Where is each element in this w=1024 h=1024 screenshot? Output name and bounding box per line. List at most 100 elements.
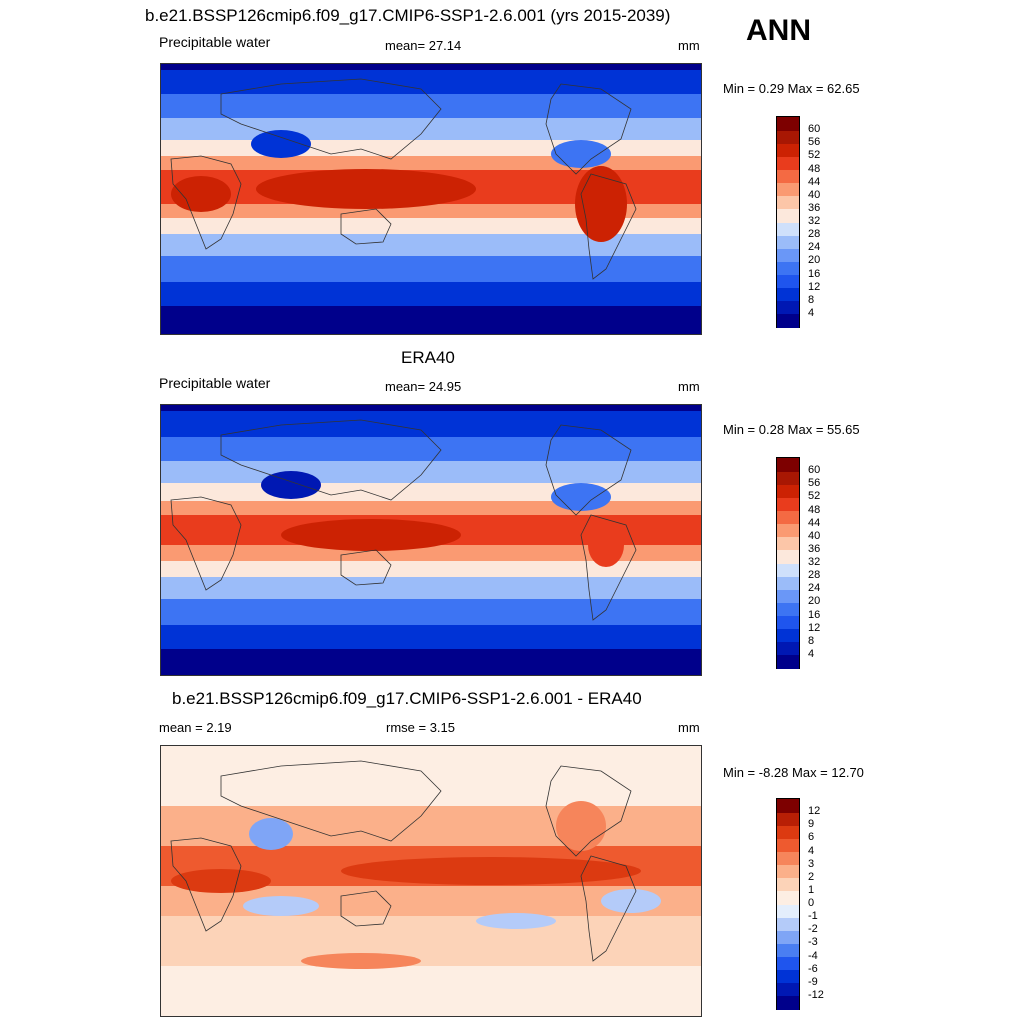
colorbar-tick-label: 4 xyxy=(808,844,815,857)
colorbar-swatch xyxy=(777,182,799,197)
colorbar-tick-label: 40 xyxy=(808,188,821,201)
colorbar-swatch xyxy=(777,510,799,525)
colorbar-tick-label: 60 xyxy=(808,464,821,477)
colorbar-tick-label: 12 xyxy=(808,805,821,818)
colorbar-swatch xyxy=(777,261,799,275)
colorbar-tick-label: 60 xyxy=(808,123,821,136)
colorbar-swatch xyxy=(777,799,799,813)
colorbar-swatch xyxy=(777,864,799,879)
colorbar-tick-label: 40 xyxy=(808,529,821,542)
colorbar-tick-label: -6 xyxy=(808,962,818,975)
colorbar-tick-label: 28 xyxy=(808,569,821,582)
colorbar-swatch xyxy=(777,825,799,839)
colorbar-swatch xyxy=(777,287,799,302)
colorbar-swatch xyxy=(777,458,799,472)
colorbar-swatch xyxy=(777,969,799,984)
colorbar-swatch xyxy=(777,536,799,551)
colorbar-tick-label: 48 xyxy=(808,503,821,516)
colorbar-tick-label: 9 xyxy=(808,818,815,831)
colorbar-tick-label: 2 xyxy=(808,870,815,883)
colorbar-swatch xyxy=(777,130,799,144)
colorbar-swatch xyxy=(777,248,799,262)
colorbar-tick-label: 6 xyxy=(808,831,815,844)
colorbar-swatch xyxy=(777,117,799,131)
colorbar-swatch xyxy=(777,628,799,643)
colorbar-tick-label: 20 xyxy=(808,595,821,608)
colorbar-swatch xyxy=(777,195,799,210)
colorbar-swatch xyxy=(777,549,799,564)
colorbar-swatch xyxy=(777,995,799,1010)
colorbar-tick-label: 24 xyxy=(808,582,821,595)
colorbar-tick-label: 16 xyxy=(808,608,821,621)
colorbar-swatch xyxy=(777,313,799,328)
colorbar-tick-label: 44 xyxy=(808,516,821,529)
panel2-mean-label: mean= 24.95 xyxy=(385,379,462,394)
colorbar-swatch xyxy=(777,235,799,249)
panel2-colorbar xyxy=(776,457,800,669)
colorbar-swatch xyxy=(777,851,799,866)
colorbar-swatch xyxy=(777,300,799,315)
panel1-variable-label: Precipitable water xyxy=(159,34,271,50)
colorbar-swatch xyxy=(777,904,799,918)
colorbar-tick-label: 32 xyxy=(808,556,821,568)
colorbar-swatch xyxy=(777,523,799,538)
panel2-variable-label: Precipitable water xyxy=(159,375,271,391)
colorbar-tick-label: 48 xyxy=(808,162,821,175)
colorbar-tick-label: 8 xyxy=(808,293,815,306)
colorbar-tick-label: -2 xyxy=(808,923,818,936)
colorbar-tick-label: 3 xyxy=(808,857,815,870)
colorbar-tick-label: 32 xyxy=(808,215,821,227)
colorbar-swatch xyxy=(777,654,799,669)
colorbar-tick-label: 1 xyxy=(808,883,815,896)
panel1-mean-label: mean= 27.14 xyxy=(385,38,462,53)
panel3-units-label: mm xyxy=(678,720,700,735)
season-label: ANN xyxy=(746,14,811,47)
colorbar-tick-label: 20 xyxy=(808,254,821,267)
colorbar-tick-label: 4 xyxy=(808,306,815,319)
colorbar-tick-label: 36 xyxy=(808,542,821,555)
main-title: b.e21.BSSP126cmip6.f09_g17.CMIP6-SSP1-2.… xyxy=(145,6,671,25)
panel3-colorbar xyxy=(776,798,800,1010)
colorbar-swatch xyxy=(777,917,799,931)
colorbar-swatch xyxy=(777,484,799,498)
panel2-title: ERA40 xyxy=(401,348,455,367)
colorbar-tick-label: -12 xyxy=(808,988,824,1001)
panel2-units-label: mm xyxy=(678,379,700,394)
colorbar-tick-label: 52 xyxy=(808,149,821,162)
colorbar-tick-label: 56 xyxy=(808,477,821,490)
colorbar-tick-label: -9 xyxy=(808,975,818,988)
panel1-map xyxy=(160,63,702,335)
panel2-range-label: Min = 0.28 Max = 55.65 xyxy=(723,422,860,437)
panel1-colorbar xyxy=(776,116,800,328)
colorbar-swatch xyxy=(777,838,799,852)
colorbar-swatch xyxy=(777,208,799,223)
colorbar-swatch xyxy=(777,943,799,957)
colorbar-tick-label: 36 xyxy=(808,201,821,214)
colorbar-tick-label: 12 xyxy=(808,280,821,293)
panel3-range-label: Min = -8.28 Max = 12.70 xyxy=(723,765,864,780)
colorbar-swatch xyxy=(777,143,799,157)
colorbar-swatch xyxy=(777,602,799,616)
colorbar-tick-label: -4 xyxy=(808,949,818,962)
panel1-range-label: Min = 0.29 Max = 62.65 xyxy=(723,81,860,96)
colorbar-swatch xyxy=(777,930,799,944)
colorbar-swatch xyxy=(777,471,799,485)
colorbar-tick-label: 52 xyxy=(808,490,821,503)
panel3-rmse-label: rmse = 3.15 xyxy=(386,720,456,735)
colorbar-tick-label: 24 xyxy=(808,241,821,254)
colorbar-tick-label: 0 xyxy=(808,897,815,909)
colorbar-swatch xyxy=(777,169,799,184)
colorbar-tick-label: 4 xyxy=(808,647,815,660)
colorbar-swatch xyxy=(777,615,799,630)
colorbar-swatch xyxy=(777,956,799,971)
colorbar-swatch xyxy=(777,877,799,892)
panel2-map xyxy=(160,404,702,676)
colorbar-tick-label: -1 xyxy=(808,910,818,923)
panel1-units-label: mm xyxy=(678,38,700,53)
colorbar-swatch xyxy=(777,812,799,826)
colorbar-swatch xyxy=(777,563,799,577)
colorbar-swatch xyxy=(777,222,799,236)
colorbar-swatch xyxy=(777,497,799,511)
colorbar-swatch xyxy=(777,641,799,656)
colorbar-tick-label: 56 xyxy=(808,136,821,149)
